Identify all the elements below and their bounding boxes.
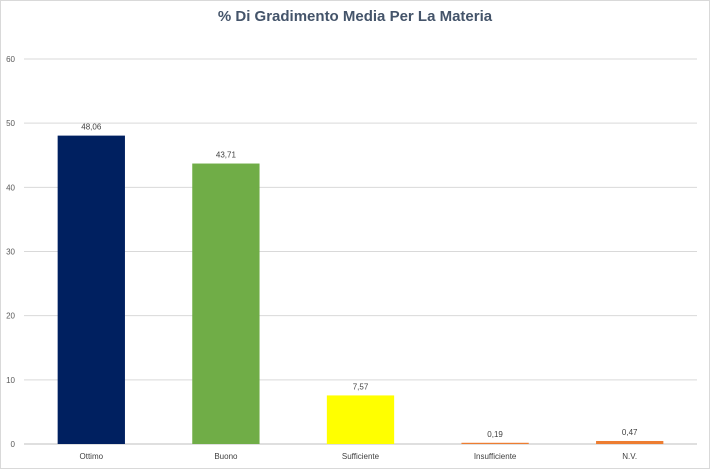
chart-title: % Di Gradimento Media Per La Materia: [217, 8, 493, 25]
category-label: Sufficiente: [342, 452, 380, 461]
category-label: Ottimo: [80, 452, 104, 461]
y-tick-label: 10: [6, 376, 15, 385]
data-label: 43,71: [216, 151, 237, 160]
data-labels: 48,06 43,71 7,57 0,19 0,47: [81, 123, 638, 439]
gridlines: [24, 58, 697, 445]
y-axis-ticks: 0 10 20 30 40 50 60: [6, 55, 15, 449]
y-tick-label: 60: [6, 55, 15, 64]
bar-insufficiente: [461, 442, 529, 444]
bars: [57, 135, 664, 445]
y-tick-label: 40: [6, 183, 15, 192]
y-tick-label: 20: [6, 312, 15, 321]
data-label: 7,57: [353, 382, 369, 391]
category-label: Buono: [214, 452, 238, 461]
data-label: 0,19: [487, 430, 503, 439]
y-tick-label: 0: [11, 440, 16, 449]
category-label: N.V.: [622, 452, 637, 461]
bar-sufficiente: [326, 395, 395, 444]
bar-n-v-: [596, 440, 664, 444]
category-label: Insufficiente: [474, 452, 517, 461]
bar-ottimo: [57, 135, 125, 445]
data-label: 48,06: [81, 123, 102, 132]
bar-buono: [192, 163, 260, 444]
y-tick-label: 50: [6, 119, 15, 128]
data-label: 0,47: [622, 428, 638, 437]
y-tick-label: 30: [6, 248, 15, 257]
x-axis-categories: Ottimo Buono Sufficiente Insufficiente N.V.: [80, 452, 638, 461]
